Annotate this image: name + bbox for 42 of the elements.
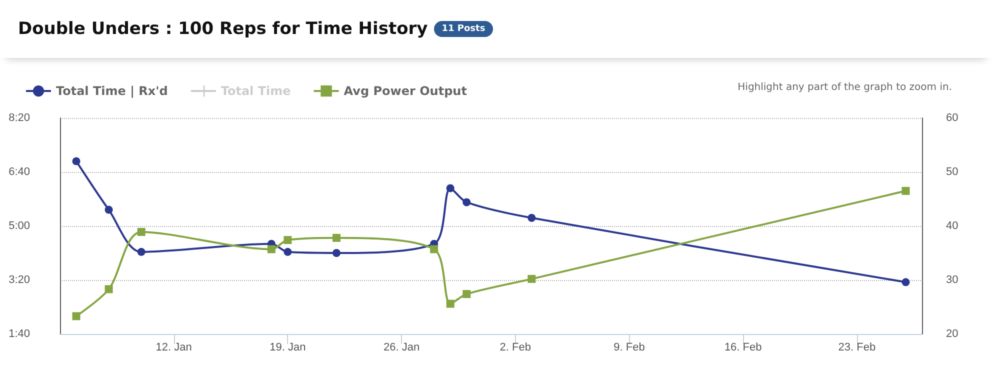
x-tick-label: 23. Feb <box>838 342 876 354</box>
y2-tick-label: 30 <box>946 274 958 286</box>
point <box>104 285 113 294</box>
point <box>332 234 340 242</box>
point <box>72 312 80 320</box>
text: 11 Posts <box>434 21 494 37</box>
point <box>446 300 454 308</box>
point <box>137 248 146 256</box>
x-tick-label: 2. Feb <box>500 342 531 354</box>
x-tick-label: 19. Jan <box>270 342 306 354</box>
point <box>104 206 113 214</box>
y-tick-label: 6:40 <box>8 166 30 178</box>
y2-tick-label: 60 <box>946 112 958 124</box>
point <box>902 186 910 195</box>
point <box>72 157 80 166</box>
x-tick-label: 12. Jan <box>156 342 192 354</box>
text: Highlight any part of the graph to zoom in. <box>738 82 952 93</box>
point <box>462 198 471 206</box>
y2-tick-label: 20 <box>946 328 958 340</box>
x-tick-label: 16. Feb <box>724 342 762 354</box>
point <box>446 184 454 192</box>
legend-label: Total Time | Rx'd <box>56 84 168 98</box>
point <box>528 214 536 222</box>
point <box>430 245 438 254</box>
chart-title: Double Unders : 100 Reps for Time History <box>18 19 428 39</box>
y-tick-label: 5:00 <box>8 220 30 232</box>
y-tick-label: 8:20 <box>8 112 30 124</box>
point <box>137 228 146 236</box>
y-tick-label: 1:40 <box>8 328 30 340</box>
point <box>332 249 340 257</box>
point <box>462 290 471 298</box>
point <box>284 248 292 256</box>
y2-tick-label: 50 <box>946 166 958 178</box>
point <box>902 278 910 286</box>
x-tick-label: 26. Jan <box>384 342 420 354</box>
x-tick-label: 9. Feb <box>614 342 645 354</box>
point <box>267 245 276 254</box>
point <box>284 236 292 244</box>
legend-label: Avg Power Output <box>344 84 468 98</box>
point <box>528 274 536 283</box>
y-tick-label: 3:20 <box>8 274 30 286</box>
y2-tick-label: 40 <box>946 220 958 232</box>
